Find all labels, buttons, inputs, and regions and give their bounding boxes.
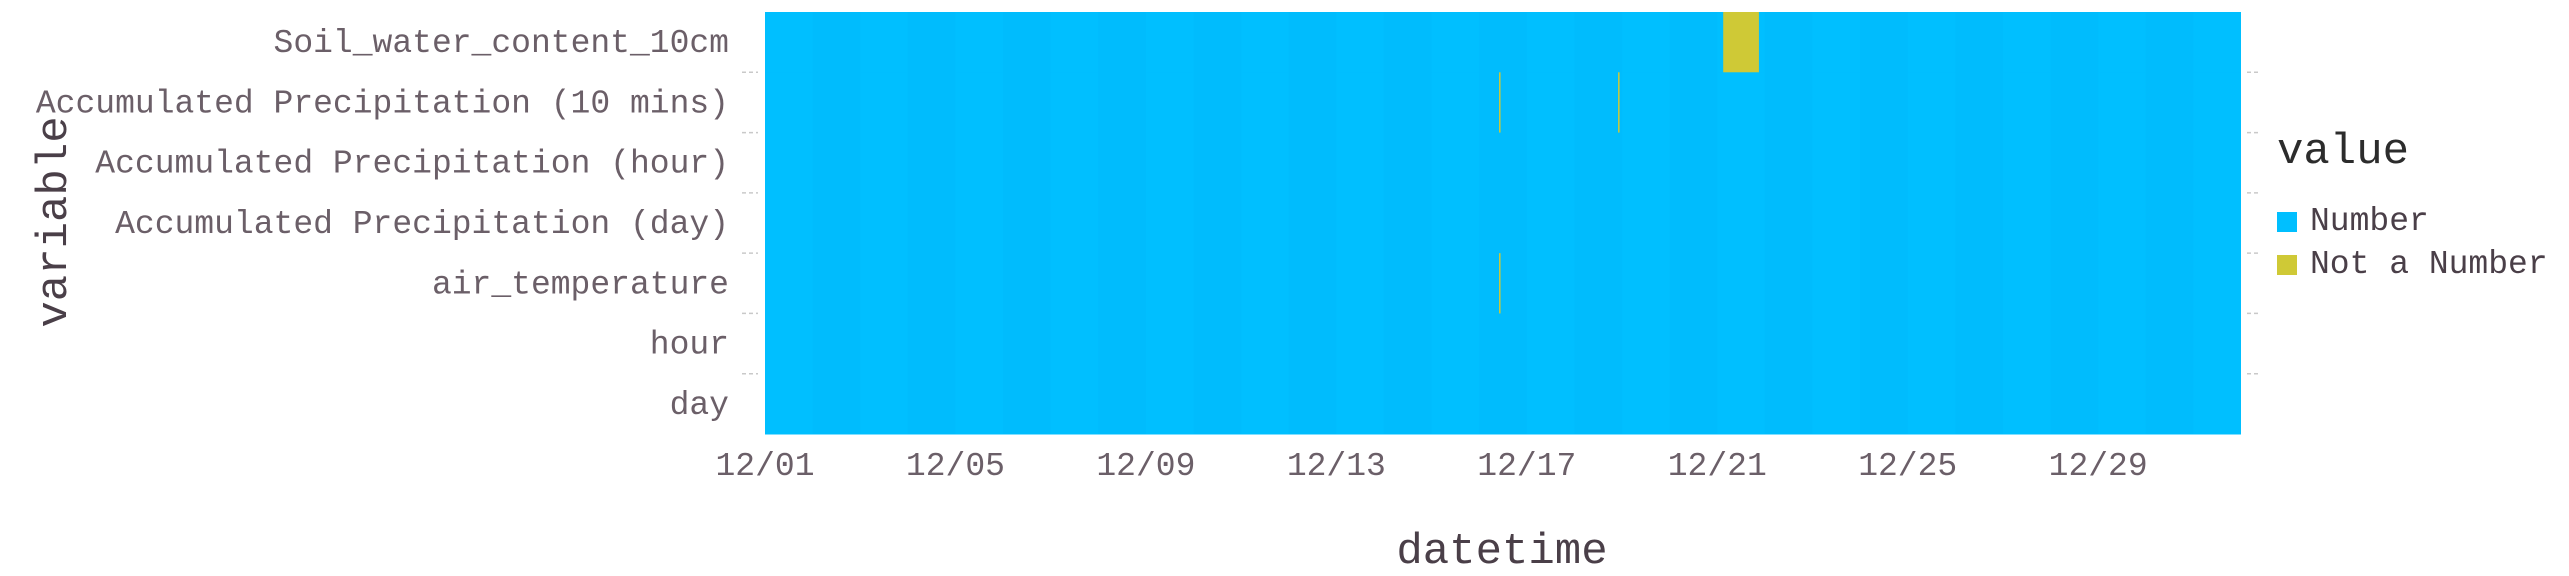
day-stripe [812, 12, 861, 434]
day-stripe [1288, 12, 1337, 434]
nan-cell-0 [1723, 12, 1759, 73]
heatmap-row-2 [765, 132, 2241, 194]
y-tick-label: day [670, 387, 729, 424]
day-stripe [1479, 12, 1527, 434]
y-tick-label: Accumulated Precipitation (10 mins) [36, 85, 729, 122]
heatmap-row-0 [765, 12, 2241, 73]
heatmap-row-5 [765, 313, 2241, 375]
plot-area [765, 12, 2241, 435]
y-tick-label: Accumulated Precipitation (hour) [95, 146, 729, 183]
heatmap-row-1 [765, 72, 2241, 134]
day-stripe [1669, 12, 1718, 434]
legend-title: value [2277, 127, 2409, 177]
x-axis-ticks: 12/01 12/05 12/09 12/13 12/17 12/21 12/25 12/29 [715, 448, 2147, 485]
legend-swatch-number [2277, 212, 2297, 232]
y-axis-title: variable [30, 116, 80, 327]
x-axis-title: datetime [1396, 527, 1607, 576]
legend-label: Number [2310, 203, 2429, 240]
x-tick-label: 12/09 [1096, 448, 1195, 485]
day-stripe [1955, 12, 2003, 434]
legend-swatch-not-a-number [2277, 255, 2297, 275]
legend: value Number Not a Number [2277, 127, 2548, 283]
x-tick-label: 12/29 [2049, 448, 2148, 485]
x-tick-label: 12/25 [1858, 448, 1957, 485]
x-tick-label: 12/21 [1668, 448, 1767, 485]
y-tick-label: Soil_water_content_10cm [274, 25, 729, 62]
day-stripe [1764, 12, 1813, 434]
day-stripe [907, 12, 956, 434]
nan-cell-1 [1499, 72, 1501, 133]
day-stripe [1860, 12, 1908, 434]
x-tick-label: 12/13 [1287, 448, 1386, 485]
heatmap-row-3 [765, 192, 2241, 254]
day-stripe [1098, 12, 1146, 434]
day-stripe [1574, 12, 1623, 434]
y-axis-ticks: Soil_water_content_10cm Accumulated Preci… [36, 25, 2261, 424]
x-tick-label: 12/17 [1477, 448, 1576, 485]
day-stripe [1003, 12, 1051, 434]
heatmap-row-6 [765, 373, 2241, 435]
x-tick-label: 12/01 [715, 448, 814, 485]
day-stripe [1193, 12, 1242, 434]
nan-cell-3 [1499, 253, 1501, 314]
legend-label: Not a Number [2310, 246, 2548, 283]
day-stripe [2050, 12, 2099, 434]
day-stripe [1383, 12, 1432, 434]
y-tick-label: hour [650, 327, 729, 364]
day-stripe [2145, 12, 2194, 434]
heatmap-row-4 [765, 253, 2241, 314]
nan-cell-2 [1618, 72, 1620, 133]
x-tick-label: 12/05 [906, 448, 1005, 485]
y-tick-label: Accumulated Precipitation (day) [115, 206, 729, 243]
y-tick-label: air_temperature [432, 266, 729, 303]
